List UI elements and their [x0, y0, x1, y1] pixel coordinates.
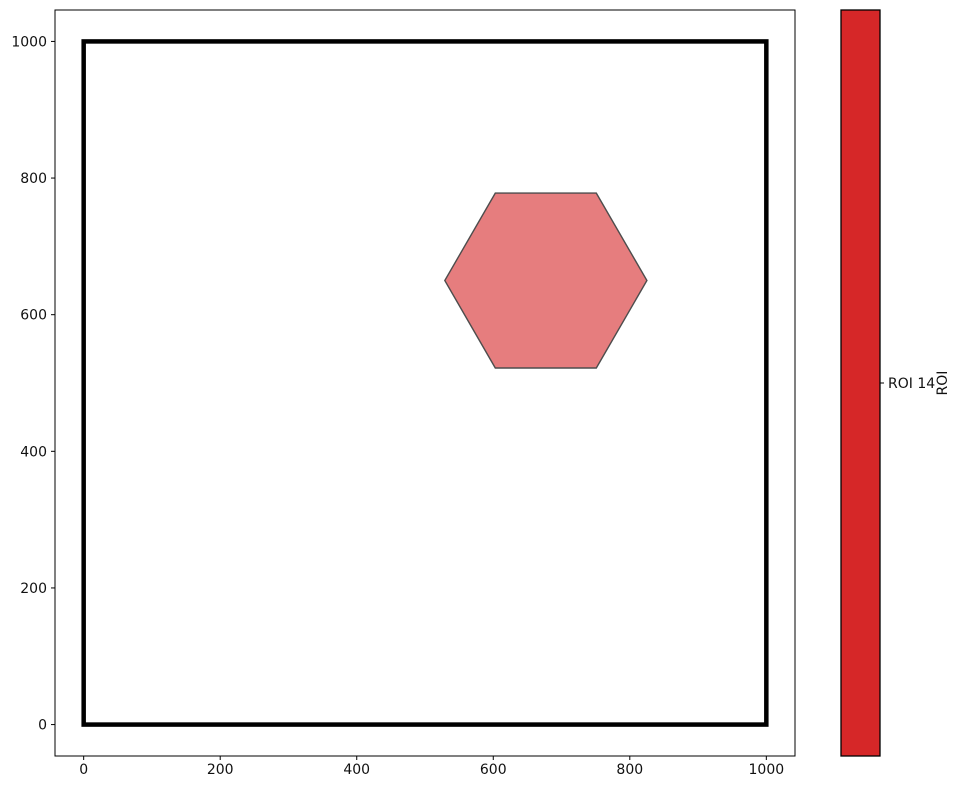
x-tick-label: 400: [343, 762, 370, 778]
axes-spines: [54, 9, 796, 757]
y-tick-label: 800: [20, 171, 47, 187]
y-tick-label: 0: [38, 718, 47, 734]
x-axis: 0 200 400 600 800 1000: [79, 756, 784, 778]
colorbar-tick-label: ROI 14: [888, 376, 935, 392]
y-tick-label: 1000: [11, 34, 47, 50]
x-tick-label: 600: [480, 762, 507, 778]
roi-polygon: [443, 192, 648, 369]
y-tick-label: 200: [20, 581, 47, 597]
x-tick-label: 0: [79, 762, 88, 778]
colorbar: ROI 14 ROI: [840, 9, 951, 757]
colorbar-swatch: [841, 10, 880, 756]
x-tick-label: 200: [207, 762, 234, 778]
x-tick-label: 1000: [749, 762, 785, 778]
colorbar-label: ROI: [935, 371, 951, 396]
boundary-rectangle: [81, 39, 769, 727]
x-tick-label: 800: [616, 762, 643, 778]
y-tick-label: 400: [20, 444, 47, 460]
y-tick-label: 600: [20, 308, 47, 324]
y-axis: 0 200 400 600 800 1000: [11, 34, 55, 734]
main-axes: 0 200 400 600 800 1000 0 200 400 600 800 1000: [11, 9, 796, 778]
